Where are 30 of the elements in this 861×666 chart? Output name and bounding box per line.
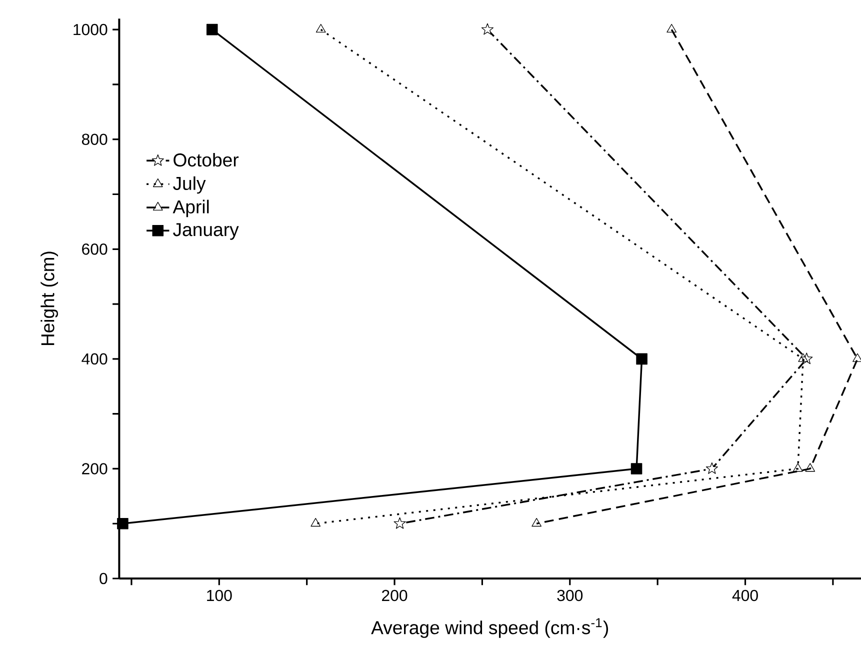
point: [630, 463, 642, 474]
y-tick-label: 400: [82, 353, 108, 364]
x-tick-label: 100: [207, 590, 232, 602]
point: [706, 462, 718, 474]
legend-label: July: [173, 176, 206, 194]
point: [805, 463, 816, 472]
legend-label: October: [174, 152, 239, 167]
point: [532, 518, 542, 527]
point: [310, 518, 321, 527]
point: [316, 24, 326, 32]
x-tick-label: 200: [382, 590, 408, 602]
legend-label: January: [173, 223, 239, 240]
point: [394, 517, 406, 529]
point: [636, 353, 648, 365]
point: [798, 353, 808, 362]
y-tick-label: 600: [82, 243, 108, 255]
x-axis-title: Average wind speed (cm·s$^{-1}$): [371, 618, 608, 638]
x-tick-label: 400: [732, 590, 758, 602]
y-tick-label: 1000: [74, 24, 108, 36]
y-axis-title: Height (cm): [40, 252, 58, 345]
y-tick-label: 0: [100, 572, 108, 584]
y-tick-label: 800: [82, 134, 108, 145]
point: [666, 24, 677, 32]
y-tick-label: 200: [82, 463, 108, 474]
point: [792, 463, 803, 472]
legend-label: April: [172, 200, 209, 218]
x-tick-label: 300: [557, 590, 583, 602]
point: [206, 24, 218, 36]
point: [117, 518, 128, 530]
point: [481, 23, 494, 35]
